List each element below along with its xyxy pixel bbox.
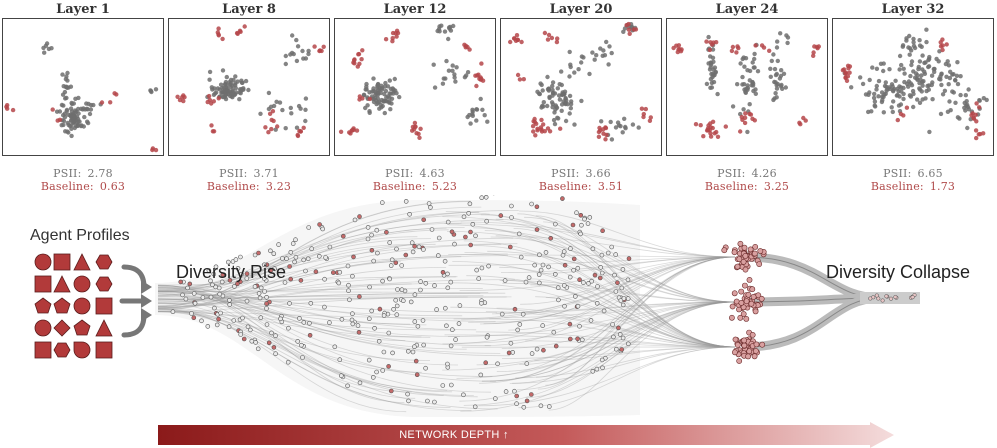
scatter-plot	[334, 18, 496, 156]
drop-shape	[73, 341, 91, 359]
network-depth-label: NETWORK DEPTH ↑	[399, 429, 509, 441]
layer-title: Layer 20	[549, 2, 613, 17]
layer-title: Layer 24	[715, 2, 779, 17]
psii-stat: PSII: 3.71	[219, 167, 279, 180]
hexagon-shape	[53, 342, 71, 358]
layer-title: Layer 1	[56, 2, 110, 17]
baseline-stat: Baseline: 0.63	[40, 180, 126, 193]
circle-shape	[73, 297, 91, 315]
square-shape	[95, 297, 113, 315]
triangle-shape	[73, 253, 91, 271]
network-depth-arrow	[158, 422, 894, 448]
psii-stat: PSII: 6.65	[883, 167, 943, 180]
square-shape	[53, 253, 71, 271]
diversity-rise-label: Diversity Rise	[176, 262, 287, 282]
layer-title: Layer 12	[383, 2, 447, 17]
square-shape	[95, 341, 113, 359]
diversity-collapse-label: Diversity Collapse	[826, 262, 971, 282]
circle-shape	[73, 275, 91, 293]
triangle-shape	[53, 275, 71, 293]
baseline-stat: Baseline: 3.51	[538, 180, 624, 193]
flow-diagram	[119, 195, 920, 417]
psii-stat: PSII: 3.66	[551, 167, 611, 180]
baseline-stat: Baseline: 3.23	[206, 180, 292, 193]
hexagon-shape	[95, 276, 113, 292]
circle-shape	[34, 253, 52, 271]
scatter-plot	[832, 18, 994, 156]
layer-title: Layer 32	[881, 2, 945, 17]
square-shape	[34, 275, 52, 293]
pentagon-shape	[34, 297, 52, 314]
psii-stat: PSII: 4.26	[717, 167, 777, 180]
diamond-shape	[53, 319, 71, 337]
layer-title: Layer 8	[222, 2, 276, 17]
pentagon-shape	[73, 319, 91, 336]
agent-profiles-label: Agent Profiles	[30, 227, 130, 244]
baseline-stat: Baseline: 1.73	[870, 180, 956, 193]
hexagon-shape	[95, 254, 113, 270]
psii-stat: PSII: 2.78	[53, 167, 113, 180]
square-shape	[34, 341, 52, 359]
scatter-plot	[500, 18, 662, 156]
baseline-stat: Baseline: 3.25	[704, 180, 790, 193]
pentagon-shape	[53, 297, 71, 314]
scatter-plot	[666, 18, 828, 156]
circle-shape	[34, 319, 52, 337]
agent-profile-shapes	[34, 253, 113, 359]
scatter-plot	[2, 18, 164, 156]
psii-stat: PSII: 4.63	[385, 167, 445, 180]
scatter-plot	[168, 18, 330, 156]
baseline-stat: Baseline: 5.23	[372, 180, 458, 193]
triangle-shape	[95, 319, 113, 337]
